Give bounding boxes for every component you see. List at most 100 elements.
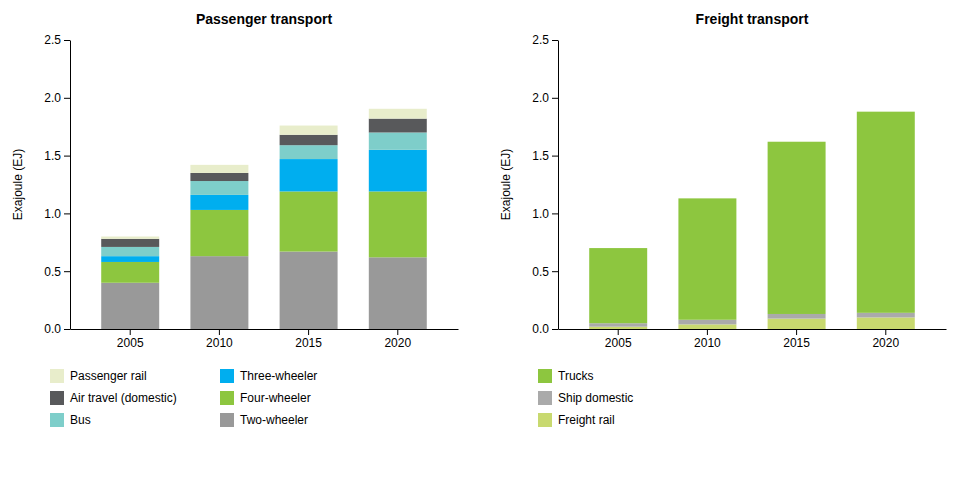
bar-segment	[280, 159, 338, 191]
y-tick: 1.0	[44, 207, 70, 221]
x-tick: 2005	[117, 329, 144, 350]
x-tick-label: 2015	[783, 336, 810, 350]
y-tick-mark	[552, 40, 558, 41]
bar-segment	[190, 195, 248, 210]
panel: 20052010201520200.00.51.01.52.02.5Freigh…	[499, 11, 947, 427]
legend-item: Air travel (domestic)	[50, 391, 177, 405]
bar-segment	[101, 283, 159, 329]
bar-segment	[369, 257, 427, 329]
bars	[589, 112, 915, 329]
legend-item: Trucks	[538, 369, 594, 383]
bar-segment	[280, 145, 338, 159]
legend-label: Four-wheeler	[240, 391, 311, 405]
legend-item: Freight rail	[538, 413, 615, 427]
y-axis: 0.00.51.01.52.02.5	[44, 33, 70, 336]
y-tick-mark	[64, 156, 70, 157]
title: Freight transport	[696, 11, 809, 27]
axis-line	[71, 329, 459, 330]
x-tick-label: 2005	[605, 336, 632, 350]
legend-swatch	[220, 413, 234, 427]
series	[101, 150, 427, 262]
x-tick-mark	[796, 329, 797, 335]
bar-segment	[369, 191, 427, 257]
y-tick-mark	[64, 98, 70, 99]
y-tick: 1.0	[532, 207, 558, 221]
bar-segment	[678, 320, 736, 325]
legend-label: Two-wheeler	[240, 413, 308, 427]
y-tick-mark	[552, 213, 558, 214]
bar-segment	[280, 191, 338, 251]
bar-segment	[369, 132, 427, 149]
legend-label: Three-wheeler	[240, 369, 317, 383]
bar-segment	[101, 239, 159, 247]
y-tick: 2.0	[44, 91, 70, 105]
bar-segment	[190, 165, 248, 173]
x-tick-label: 2010	[206, 336, 233, 350]
y-tick-mark	[552, 329, 558, 330]
y-tick: 2.5	[44, 33, 70, 47]
y-tick: 0.5	[44, 265, 70, 279]
x-tick-label: 2015	[295, 336, 322, 350]
bar-segment	[190, 181, 248, 195]
y-tick-mark	[64, 40, 70, 41]
bar-segment	[857, 313, 915, 318]
legend-item: Passenger rail	[50, 369, 147, 383]
bar-segment	[768, 319, 826, 329]
bar-segment	[101, 262, 159, 283]
legend-item: Four-wheeler	[220, 391, 311, 405]
y-tick-label: 1.5	[532, 149, 549, 163]
legend-label: Passenger rail	[70, 369, 147, 383]
legend-swatch	[538, 369, 552, 383]
legend-item: Three-wheeler	[220, 369, 317, 383]
bar-segment	[369, 109, 427, 119]
y-tick: 0.0	[532, 322, 558, 336]
series	[101, 132, 427, 256]
bar-segment	[857, 112, 915, 313]
bars	[101, 109, 427, 329]
legend-swatch	[50, 413, 64, 427]
y-tick-label: 0.0	[532, 322, 549, 336]
legend-swatch	[220, 369, 234, 383]
bar-segment	[678, 198, 736, 319]
bar-segment	[280, 126, 338, 135]
legend-label: Trucks	[558, 369, 594, 383]
bar-segment	[101, 256, 159, 262]
legend-swatch	[538, 413, 552, 427]
x-tick: 2010	[694, 329, 721, 350]
legend-item: Two-wheeler	[220, 413, 308, 427]
legend: TrucksShip domesticFreight rail	[538, 369, 633, 427]
legend-swatch	[50, 391, 64, 405]
y-tick-mark	[64, 329, 70, 330]
legend: Passenger railAir travel (domestic)BusTh…	[50, 369, 317, 427]
bar-segment	[589, 323, 647, 326]
y-tick-label: 2.5	[44, 33, 61, 47]
x-axis: 2005 2010 2015 2020	[71, 329, 459, 350]
y-tick-label: 1.0	[532, 207, 549, 221]
chart-svg: 2005 2010 2015 2020 0.0 0.5 1.0 1.5 2.0 2.5 Passen…	[0, 0, 976, 479]
y-tick: 0.0	[44, 322, 70, 336]
series	[101, 252, 427, 329]
y-tick-mark	[64, 213, 70, 214]
bar-segment	[369, 150, 427, 192]
y-tick-label: 1.0	[44, 207, 61, 221]
series	[101, 119, 427, 247]
legend-swatch	[538, 391, 552, 405]
x-tick-mark	[219, 329, 220, 335]
x-tick: 2005	[605, 329, 632, 350]
x-tick-label: 2010	[694, 336, 721, 350]
y-axis-title: Exajoule (EJ)	[11, 149, 25, 220]
y-tick: 2.0	[532, 91, 558, 105]
bar-segment	[280, 135, 338, 145]
series	[589, 112, 915, 324]
bar-segment	[101, 237, 159, 239]
x-tick-mark	[130, 329, 131, 335]
x-tick-label: 2020	[384, 336, 411, 350]
bar-segment	[280, 252, 338, 329]
y-axis-title: Exajoule (EJ)	[499, 149, 513, 220]
legend-swatch	[220, 391, 234, 405]
bar-segment	[768, 314, 826, 319]
axis-line	[559, 329, 947, 330]
series	[101, 191, 427, 282]
x-axis: 2005201020152020	[559, 329, 947, 350]
x-tick: 2010	[206, 329, 233, 350]
